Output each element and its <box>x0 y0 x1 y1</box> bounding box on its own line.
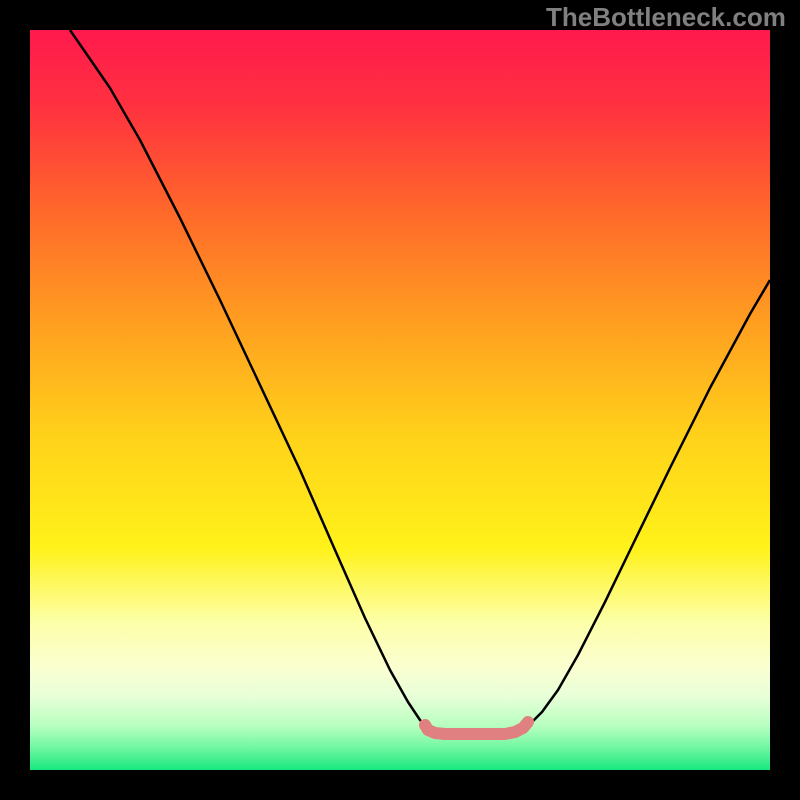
optimal-range-marker <box>425 722 528 734</box>
watermark-text: TheBottleneck.com <box>546 2 786 33</box>
chart-svg <box>30 30 770 770</box>
plot-area <box>30 30 770 770</box>
bottleneck-curve <box>70 30 770 733</box>
